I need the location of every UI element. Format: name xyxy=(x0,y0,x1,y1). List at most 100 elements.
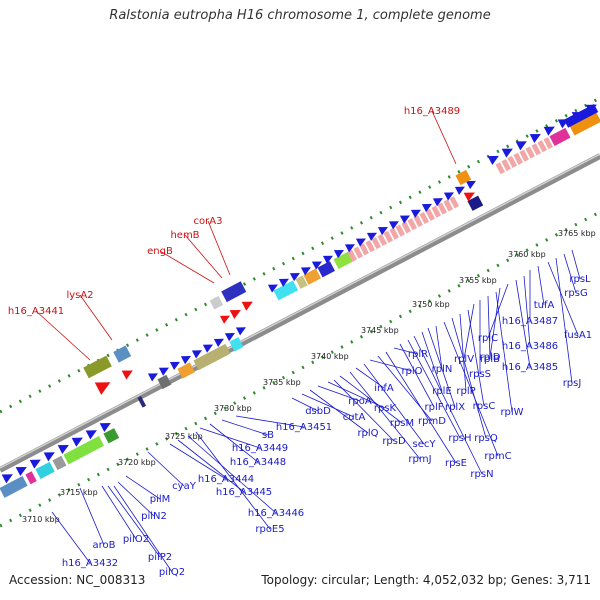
leader-line xyxy=(399,343,435,408)
gene-box-lime xyxy=(63,436,104,465)
gene-arrow xyxy=(99,422,111,433)
gene-box-cyan xyxy=(35,461,55,479)
leader-line xyxy=(515,279,531,368)
gene-label: rplQ xyxy=(357,428,378,439)
ribosomal-gene xyxy=(389,227,399,240)
gene-arrow xyxy=(366,232,377,241)
leader-line xyxy=(177,439,245,493)
gene-arrow xyxy=(377,226,388,236)
gene-arrow xyxy=(224,333,235,342)
gene-box-orange xyxy=(177,362,195,379)
gene-arrow-red xyxy=(463,192,475,202)
ribosomal-gene xyxy=(495,162,505,175)
gene-label: sB xyxy=(262,430,274,441)
gene-label: rplN xyxy=(432,364,453,375)
scale-label: 3750 kbp xyxy=(412,300,450,309)
ribosomal-gene xyxy=(437,202,447,215)
leader-line xyxy=(195,431,271,530)
leader-line xyxy=(363,363,425,445)
ribosomal-gene xyxy=(537,140,547,153)
ribosomal-gene xyxy=(347,249,357,262)
gene-arrow xyxy=(515,141,527,151)
leader-line xyxy=(107,485,161,558)
leader-line xyxy=(495,291,513,413)
gene-label: infA xyxy=(374,383,394,394)
leader-line xyxy=(169,443,227,480)
gene-box-magenta xyxy=(25,471,37,485)
gene-arrow xyxy=(543,126,555,136)
ribosomal-gene xyxy=(377,233,387,247)
gene-label: tufA xyxy=(534,300,555,311)
gene-arrow xyxy=(213,338,224,347)
scale-label: 3720 kbp xyxy=(118,458,156,467)
gene-label: pilO2 xyxy=(123,534,149,545)
gene-label: h16_A3441 xyxy=(8,306,64,317)
leader-line xyxy=(431,110,457,165)
gene-label: rpsN xyxy=(470,469,493,480)
leader-line xyxy=(435,325,443,370)
ribosomal-gene xyxy=(395,224,405,237)
gene-arrow xyxy=(311,261,322,270)
leader-line xyxy=(487,295,491,360)
gene-arrow xyxy=(43,452,55,462)
gene-label: rplC xyxy=(478,333,498,344)
gene-arrow xyxy=(529,133,541,144)
gene-label: rpsK xyxy=(374,403,397,414)
gene-label: rpsE xyxy=(445,458,467,469)
gene-label: h16_A3446 xyxy=(248,508,304,519)
gene-label: pilN2 xyxy=(141,511,167,522)
gene-arrow xyxy=(333,249,344,259)
ribosomal-gene xyxy=(365,240,375,253)
ribosomal-gene xyxy=(413,215,423,228)
gene-arrow xyxy=(71,437,83,447)
gene-arrow xyxy=(410,209,421,218)
gene-arrow xyxy=(169,361,180,370)
ribosomal-gene xyxy=(543,137,553,150)
leader-line xyxy=(537,265,545,306)
gene-label: h16_A3451 xyxy=(276,422,332,433)
leader-line xyxy=(101,485,137,540)
leader-line xyxy=(349,371,421,460)
gene-label: lysA2 xyxy=(66,290,93,301)
gene-label: h16_A3448 xyxy=(230,457,286,468)
leader-line xyxy=(187,435,277,514)
gene-arrow-red xyxy=(121,370,133,380)
gene-label: rplF xyxy=(425,402,444,413)
leader-line xyxy=(147,451,185,487)
gene-label: rpsH xyxy=(448,433,471,444)
leader-line xyxy=(489,287,501,358)
gene-label: rplE xyxy=(432,386,452,397)
scale-label: 3760 kbp xyxy=(508,250,546,259)
gene-box-khaki xyxy=(193,343,231,371)
leader-line xyxy=(221,419,269,436)
leader-line xyxy=(443,321,499,457)
gene-box-cyan xyxy=(229,337,244,352)
gene-arrow xyxy=(191,350,202,359)
ribosomal-gene xyxy=(371,237,381,250)
ribosomal-gene xyxy=(401,221,411,234)
gene-label: rpsD xyxy=(382,436,406,447)
leader-line xyxy=(113,485,173,573)
ribosomal-gene xyxy=(531,143,541,156)
gene-arrow xyxy=(465,180,476,190)
gene-label: rpsL xyxy=(569,274,591,285)
gene-arrow xyxy=(267,284,278,293)
ribosomal-gene xyxy=(419,211,429,225)
gene-label: rpsM xyxy=(390,418,414,429)
gene-box-indigo xyxy=(221,281,247,303)
leader-line xyxy=(463,303,475,360)
gene-label: h16_A3449 xyxy=(232,443,288,454)
leader-line xyxy=(393,347,419,355)
gene-label: h16_A3486 xyxy=(502,341,558,352)
gene-box-steelblue-2 xyxy=(113,345,132,363)
gene-label: rpmC xyxy=(484,451,511,462)
gene-box-blue xyxy=(317,261,335,278)
gene-label: rplV xyxy=(454,354,474,365)
leader-line xyxy=(117,481,155,517)
genome-backbone-highlight xyxy=(0,153,600,469)
leader-line xyxy=(79,294,113,341)
scale-label: 3715 kbp xyxy=(60,488,98,497)
leader-line xyxy=(547,261,579,336)
gene-arrow xyxy=(300,267,311,276)
gene-arrow-red xyxy=(229,309,241,320)
